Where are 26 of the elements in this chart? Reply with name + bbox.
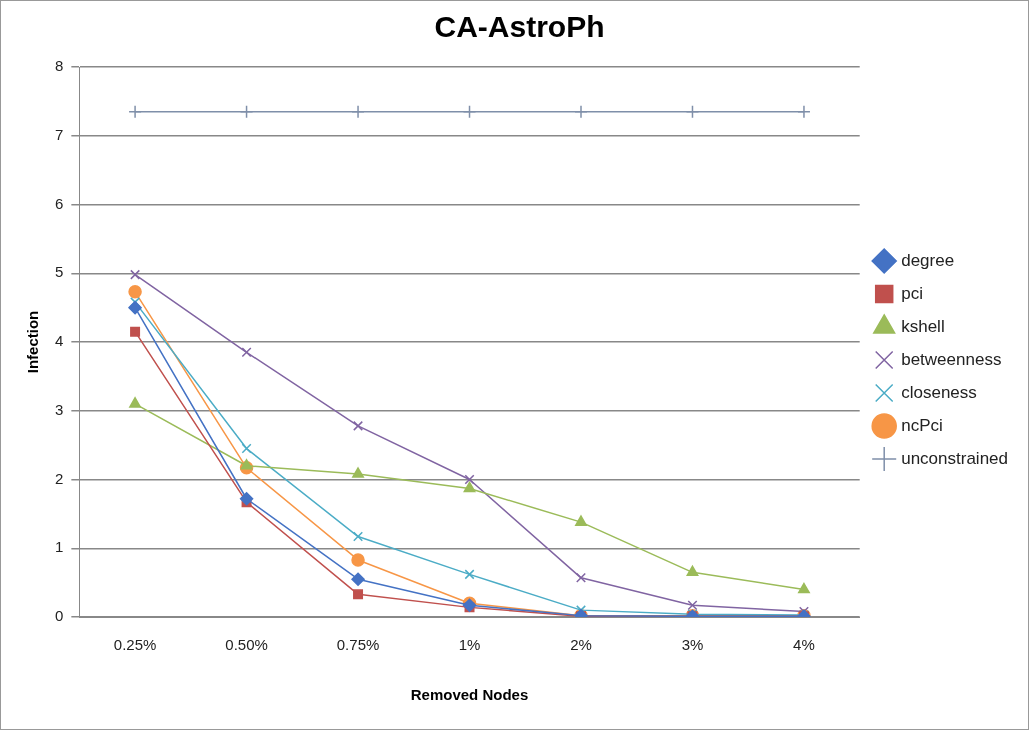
x-tick-label: 3% [681, 636, 704, 654]
x-tick-label: 0.25% [113, 636, 157, 654]
x-axis-title: Removed Nodes [410, 686, 529, 704]
chart-title: CA-AstroPh [434, 10, 605, 44]
legend-label: betweenness [901, 349, 1002, 369]
x-tick-label: 0.50% [225, 636, 268, 654]
x-tick-label: 0.75% [336, 636, 380, 654]
y-axis-title: Infection [24, 310, 42, 374]
y-tick-label: 8 [55, 57, 64, 75]
legend-label: pci [901, 283, 923, 303]
y-tick-label: 2 [55, 469, 64, 487]
legend-label: degree [901, 250, 955, 270]
y-tick-label: 5 [55, 263, 64, 281]
y-tick-label: 0 [55, 607, 64, 625]
y-tick-label: 6 [55, 194, 64, 212]
x-tick-label: 1% [458, 636, 481, 654]
legend-label: unconstrained [901, 448, 1009, 468]
legend-label: ncPci [901, 415, 943, 435]
y-tick-label: 7 [55, 125, 64, 143]
x-tick-label: 4% [793, 636, 815, 654]
y-tick-label: 3 [55, 400, 64, 418]
y-tick-label: 1 [55, 538, 64, 556]
x-tick-label: 2% [570, 636, 592, 654]
y-tick-label: 4 [55, 332, 64, 350]
legend-label: closeness [901, 382, 977, 402]
legend-label: kshell [901, 316, 945, 336]
